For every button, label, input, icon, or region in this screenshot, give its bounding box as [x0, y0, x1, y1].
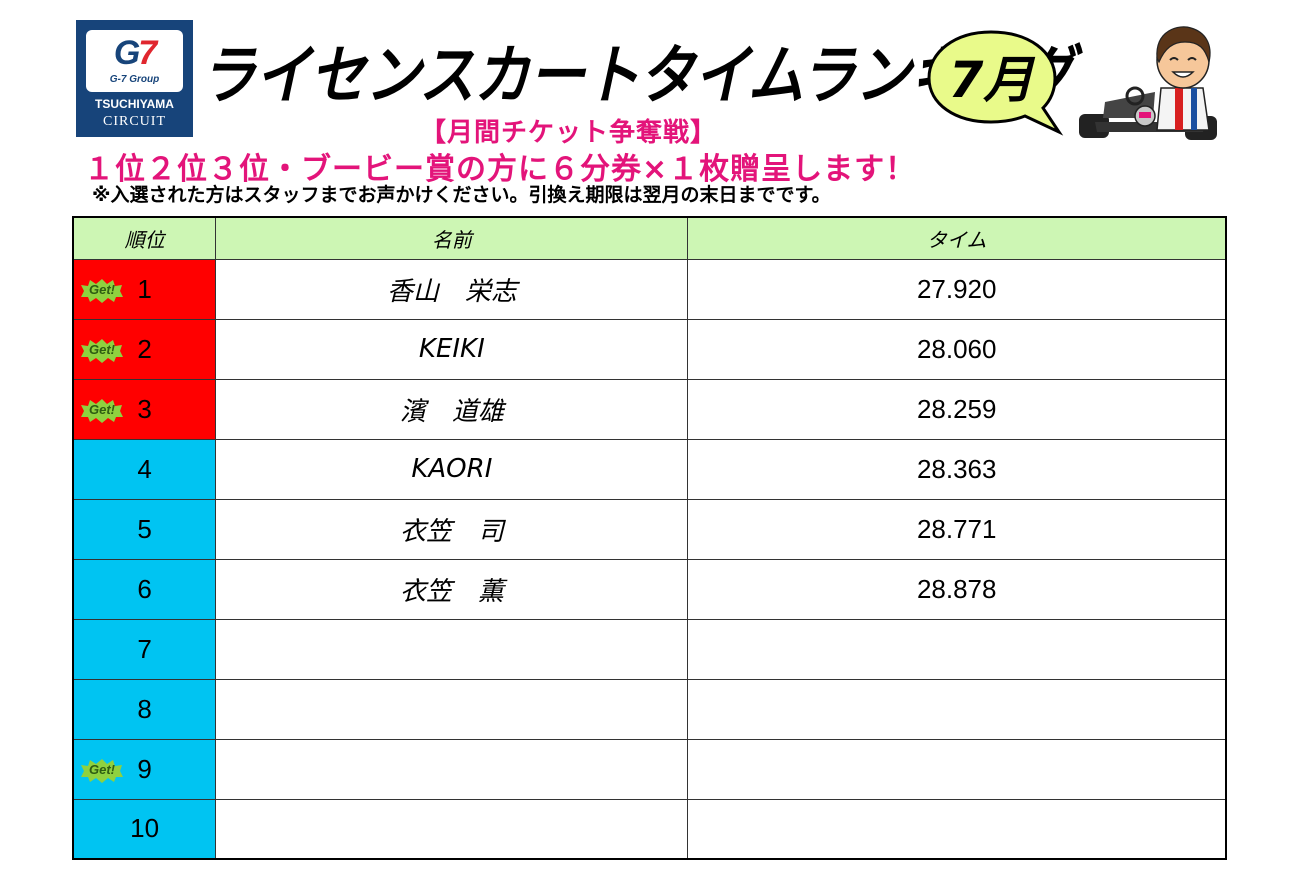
driver-name [215, 618, 689, 680]
speech-bubble-icon [927, 30, 1064, 136]
rank-cell: 7 [72, 618, 217, 680]
driver-name [215, 738, 689, 800]
get-badge-icon: Get! [80, 338, 124, 363]
lap-time [687, 798, 1227, 860]
note-text: ※入選された方はスタッフまでお声かけください。引換え期限は翌月の末日までです。 [92, 184, 831, 206]
driver-name: 濱 道雄 [215, 378, 689, 440]
ranking-table: 順位 名前 タイム Get! 1 香山 栄志 27.920 Get! 2 KEIKI 28.0… [72, 216, 1227, 860]
logo-circuit-word: CIRCUIT [103, 114, 166, 129]
driver-name: 衣笠 司 [215, 498, 689, 560]
get-badge-icon: Get! [80, 278, 124, 303]
rank-cell: 10 [72, 798, 217, 860]
lap-time: 28.259 [687, 378, 1227, 440]
table-row: Get! 9 [72, 738, 1227, 800]
campaign-subtitle: 【月間チケット争奪戦】 [420, 118, 718, 148]
logo-circuit-name: TSUCHIYAMA [95, 97, 174, 111]
rank-number: 8 [137, 693, 152, 724]
driver-name: KEIKI [215, 318, 689, 380]
driver-name: KAORI [215, 438, 689, 500]
ranking-body: Get! 1 香山 栄志 27.920 Get! 2 KEIKI 28.060 Get! 3 濱 道… [72, 258, 1227, 860]
rank-number: 6 [137, 573, 152, 604]
get-badge-label: Get! [89, 401, 115, 417]
rank-cell: 5 [72, 498, 217, 560]
rank-cell: 8 [72, 678, 217, 740]
get-badge-icon: Get! [80, 758, 124, 783]
rank-number: 1 [137, 273, 152, 304]
g7-logo-panel: G7 G-7 Group [86, 30, 183, 92]
table-row: Get! 3 濱 道雄 28.259 [72, 378, 1227, 440]
get-badge-label: Get! [89, 761, 115, 777]
lap-time: 28.771 [687, 498, 1227, 560]
rank-cell: 4 [72, 438, 217, 500]
rank-cell: Get! 2 [72, 318, 217, 380]
lap-time [687, 678, 1227, 740]
circuit-logo: G7 G-7 Group TSUCHIYAMA CIRCUIT [76, 20, 193, 137]
table-row: Get! 1 香山 栄志 27.920 [72, 258, 1227, 320]
driver-name [215, 798, 689, 860]
prize-text: １位２位３位・ブービー賞の方に６分券×１枚贈呈します！ [84, 152, 917, 187]
month-label: 7月 [948, 51, 1034, 109]
g7-mark-7: 7 [138, 34, 157, 72]
driver-name: 香山 栄志 [215, 258, 689, 320]
driver-name [215, 678, 689, 740]
rank-number: 3 [137, 393, 152, 424]
get-badge-icon: Get! [80, 398, 124, 423]
g7-mark-g: G [113, 34, 140, 72]
rank-cell: Get! 3 [72, 378, 217, 440]
rank-number: 5 [137, 513, 152, 544]
lap-time: 28.363 [687, 438, 1227, 500]
rank-number: 7 [137, 633, 152, 664]
table-header-row: 順位 名前 タイム [72, 216, 1227, 260]
lap-time [687, 618, 1227, 680]
table-row: 10 [72, 798, 1227, 860]
rank-number: 2 [137, 333, 152, 364]
rank-number: 10 [130, 813, 160, 844]
rank-number: 4 [137, 453, 152, 484]
rank-number: 9 [137, 753, 152, 784]
table-row: Get! 2 KEIKI 28.060 [72, 318, 1227, 380]
logo-group-text: G-7 Group [109, 74, 160, 85]
lap-time: 28.060 [687, 318, 1227, 380]
table-row: 5 衣笠 司 28.771 [72, 498, 1227, 560]
driver-name: 衣笠 薫 [215, 558, 689, 620]
table-row: 8 [72, 678, 1227, 740]
get-badge-label: Get! [89, 281, 115, 297]
lap-time: 27.920 [687, 258, 1227, 320]
table-row: 4 KAORI 28.363 [72, 438, 1227, 500]
table-row: 6 衣笠 薫 28.878 [72, 558, 1227, 620]
rank-cell: Get! 9 [72, 738, 217, 800]
get-badge-label: Get! [89, 341, 115, 357]
header-time: タイム [687, 216, 1227, 260]
header-rank: 順位 [72, 216, 217, 260]
table-row: 7 [72, 618, 1227, 680]
driver-character-icon [1079, 26, 1217, 140]
lap-time: 28.878 [687, 558, 1227, 620]
rank-cell: 6 [72, 558, 217, 620]
header-name: 名前 [215, 216, 689, 260]
rank-cell: Get! 1 [72, 258, 217, 320]
lap-time [687, 738, 1227, 800]
g7-mark: G7 [86, 34, 183, 73]
